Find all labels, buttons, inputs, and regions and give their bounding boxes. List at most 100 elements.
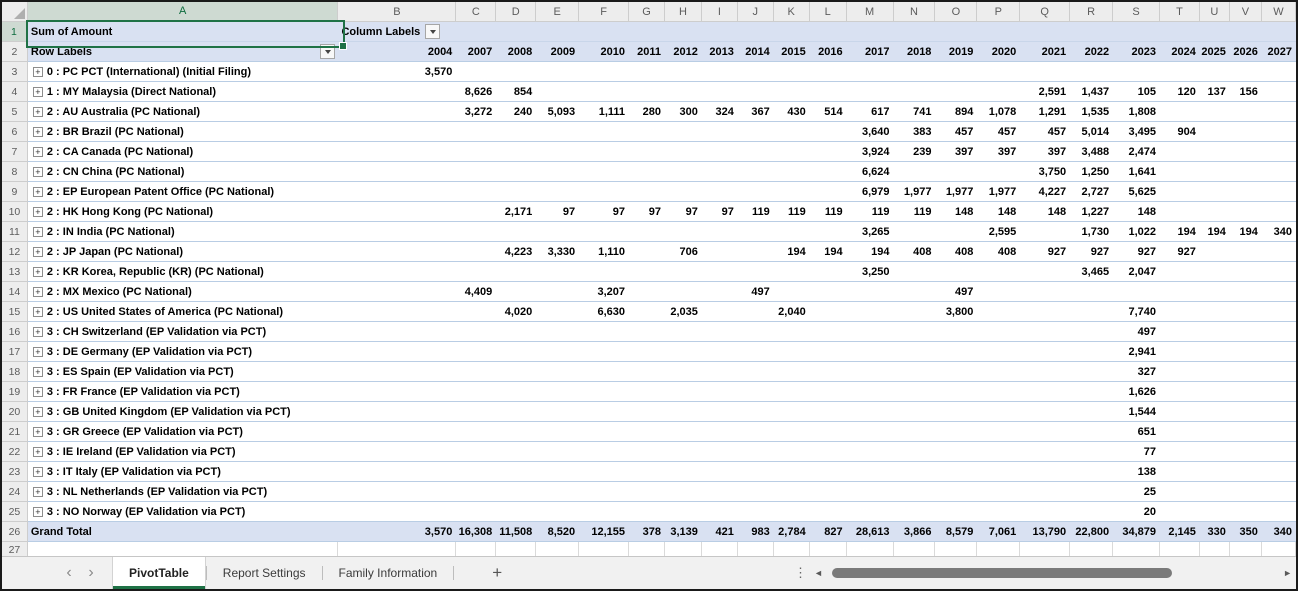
cell-A25[interactable]: +3 : NO Norway (EP Validation via PCT) [27, 502, 339, 522]
cell-C1[interactable] [456, 22, 497, 42]
cell-S18[interactable]: 327 [1113, 362, 1160, 382]
column-header-O[interactable]: O [935, 2, 978, 22]
cell-L2[interactable]: 2016 [809, 42, 847, 62]
cell-S16[interactable]: 497 [1113, 322, 1160, 342]
cell-A17[interactable]: +3 : DE Germany (EP Validation via PCT) [27, 342, 339, 362]
cell-V10[interactable] [1229, 202, 1262, 222]
cell-F25[interactable] [579, 502, 630, 522]
cell-T12[interactable]: 927 [1159, 242, 1200, 262]
row-header-2[interactable]: 2 [2, 42, 28, 62]
cell-V3[interactable] [1229, 62, 1262, 82]
expand-button[interactable]: + [32, 166, 43, 177]
cell-S14[interactable] [1113, 282, 1160, 302]
cell-F21[interactable] [579, 422, 630, 442]
cell-V2[interactable]: 2026 [1229, 42, 1262, 62]
cell-D17[interactable] [496, 342, 537, 362]
cell-D14[interactable] [496, 282, 537, 302]
cell-R7[interactable]: 3,488 [1070, 142, 1114, 162]
cell-L15[interactable] [809, 302, 847, 322]
cell-O5[interactable]: 894 [935, 102, 978, 122]
cell-I26[interactable]: 421 [701, 522, 738, 542]
cell-C27[interactable] [456, 542, 497, 557]
cell-T13[interactable] [1159, 262, 1200, 282]
cell-I17[interactable] [701, 342, 738, 362]
cell-P14[interactable] [977, 282, 1021, 302]
select-all-button[interactable] [2, 2, 28, 22]
cell-C7[interactable] [456, 142, 497, 162]
expand-button[interactable]: + [32, 306, 43, 317]
column-header-B[interactable]: B [338, 2, 457, 22]
row-header-13[interactable]: 13 [2, 262, 28, 282]
row-header-23[interactable]: 23 [2, 462, 28, 482]
cell-V14[interactable] [1229, 282, 1262, 302]
cell-C11[interactable] [456, 222, 497, 242]
cell-G4[interactable] [629, 82, 665, 102]
cell-B14[interactable] [338, 282, 457, 302]
cell-O27[interactable] [935, 542, 978, 557]
cell-R16[interactable] [1070, 322, 1114, 342]
cell-E3[interactable] [536, 62, 580, 82]
cell-F22[interactable] [579, 442, 630, 462]
cell-U19[interactable] [1199, 382, 1230, 402]
sheet-nav-prev-button[interactable]: ‹ [66, 564, 72, 581]
cell-M12[interactable]: 194 [846, 242, 894, 262]
cell-W3[interactable] [1261, 62, 1296, 82]
cell-G3[interactable] [629, 62, 665, 82]
cell-N23[interactable] [893, 462, 936, 482]
cell-L19[interactable] [809, 382, 847, 402]
cell-N12[interactable]: 408 [893, 242, 936, 262]
cell-R19[interactable] [1070, 382, 1114, 402]
cell-T24[interactable] [1159, 482, 1200, 502]
cell-H21[interactable] [664, 422, 702, 442]
cell-K16[interactable] [773, 322, 810, 342]
row-labels-filter-button[interactable] [320, 44, 336, 59]
cell-M7[interactable]: 3,924 [846, 142, 894, 162]
cell-K22[interactable] [773, 442, 810, 462]
cell-B17[interactable] [338, 342, 457, 362]
cell-R18[interactable] [1070, 362, 1114, 382]
cell-P5[interactable]: 1,078 [977, 102, 1021, 122]
cell-T25[interactable] [1159, 502, 1200, 522]
cell-O13[interactable] [935, 262, 978, 282]
cell-J21[interactable] [737, 422, 774, 442]
cell-D24[interactable] [496, 482, 537, 502]
cell-Q6[interactable]: 457 [1020, 122, 1071, 142]
cell-G18[interactable] [629, 362, 665, 382]
cell-H10[interactable]: 97 [664, 202, 702, 222]
cell-U6[interactable] [1199, 122, 1230, 142]
cell-F27[interactable] [579, 542, 630, 557]
cell-D18[interactable] [496, 362, 537, 382]
cell-P11[interactable]: 2,595 [977, 222, 1021, 242]
cell-R4[interactable]: 1,437 [1070, 82, 1114, 102]
cell-H3[interactable] [664, 62, 702, 82]
cell-M9[interactable]: 6,979 [846, 182, 894, 202]
cell-R11[interactable]: 1,730 [1070, 222, 1114, 242]
cell-N4[interactable] [893, 82, 936, 102]
expand-button[interactable]: + [32, 126, 43, 137]
cell-W17[interactable] [1261, 342, 1296, 362]
cell-M3[interactable] [846, 62, 894, 82]
expand-button[interactable]: + [32, 226, 43, 237]
cell-P9[interactable]: 1,977 [977, 182, 1021, 202]
cell-C15[interactable] [456, 302, 497, 322]
cell-H19[interactable] [664, 382, 702, 402]
cell-A15[interactable]: +2 : US United States of America (PC Nat… [27, 302, 339, 322]
cell-V24[interactable] [1229, 482, 1262, 502]
cell-V4[interactable]: 156 [1229, 82, 1262, 102]
cell-H24[interactable] [664, 482, 702, 502]
cell-S26[interactable]: 34,879 [1113, 522, 1160, 542]
cell-W18[interactable] [1261, 362, 1296, 382]
cell-H1[interactable] [664, 22, 702, 42]
cell-A1[interactable]: Sum of Amount [27, 22, 339, 42]
cell-Q3[interactable] [1020, 62, 1071, 82]
cell-B22[interactable] [338, 442, 457, 462]
cell-R17[interactable] [1070, 342, 1114, 362]
cell-I1[interactable] [701, 22, 738, 42]
cell-J5[interactable]: 367 [737, 102, 774, 122]
cell-G5[interactable]: 280 [629, 102, 665, 122]
cell-H13[interactable] [664, 262, 702, 282]
expand-button[interactable]: + [32, 486, 43, 497]
cell-G1[interactable] [629, 22, 665, 42]
cell-O18[interactable] [935, 362, 978, 382]
cell-S2[interactable]: 2023 [1113, 42, 1160, 62]
